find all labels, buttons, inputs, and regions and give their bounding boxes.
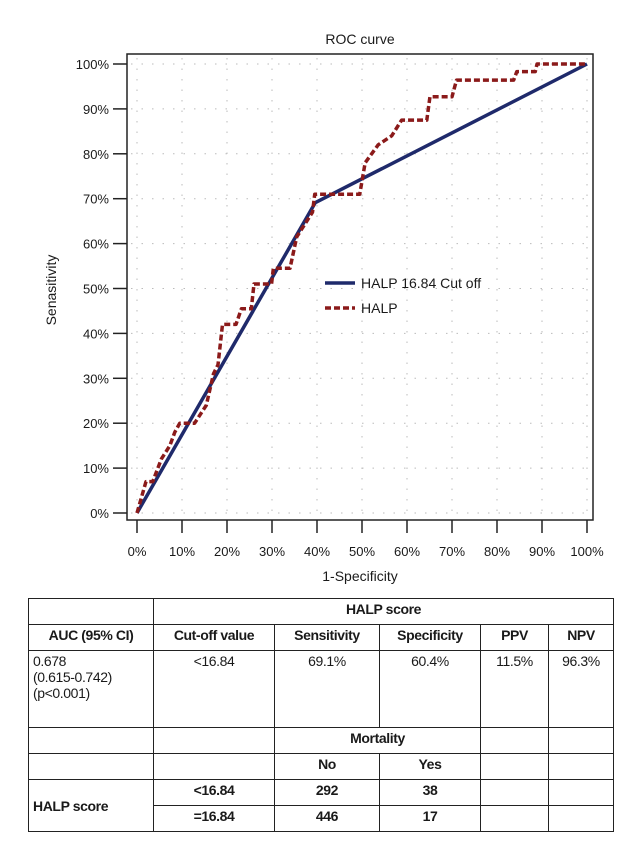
header-npv: NPV xyxy=(548,624,614,651)
x-tick-label: 90% xyxy=(529,544,555,559)
row-yes: 17 xyxy=(379,805,481,832)
x-tick-label: 40% xyxy=(304,544,330,559)
plot-frame xyxy=(126,53,594,521)
header-cutoff: Cut-off value xyxy=(153,624,275,651)
y-tick-label: 0% xyxy=(90,506,109,521)
x-tick-label: 70% xyxy=(439,544,465,559)
legend-label-cutoff: HALP 16.84 Cut off xyxy=(361,275,481,291)
y-tick-label: 30% xyxy=(83,371,109,386)
mortality-no-header: No xyxy=(274,753,380,780)
legend-label-halp: HALP xyxy=(361,300,398,316)
mortality-yes-header: Yes xyxy=(379,753,481,780)
row-yes: 38 xyxy=(379,779,481,806)
header-specificity: Specificity xyxy=(379,624,481,651)
npv-value: 96.3% xyxy=(548,650,614,728)
mortality-header: Mortality xyxy=(274,727,481,754)
x-tick-label: 0% xyxy=(128,544,147,559)
results-table: HALP score AUC (95% CI) Cut-off value Se… xyxy=(28,598,614,832)
x-tick-label: 20% xyxy=(214,544,240,559)
sensitivity-value: 69.1% xyxy=(274,650,380,728)
auc-ci: (0.615-0.742) xyxy=(33,669,112,685)
x-axis-label: 1-Specificity xyxy=(322,568,397,584)
y-tick-label: 40% xyxy=(83,326,109,341)
chart-title: ROC curve xyxy=(325,31,394,47)
y-tick-label: 10% xyxy=(83,461,109,476)
row-label: HALP score xyxy=(28,779,154,832)
y-tick-label: 50% xyxy=(83,282,109,297)
y-axis-label: Senasitivity xyxy=(43,255,59,326)
x-tick-label: 10% xyxy=(169,544,195,559)
row-cutoff: =16.84 xyxy=(153,805,275,832)
header-auc: AUC (95% CI) xyxy=(28,624,154,651)
y-tick-label: 100% xyxy=(76,57,110,72)
x-tick-label: 100% xyxy=(570,544,604,559)
x-tick-label: 50% xyxy=(349,544,375,559)
y-tick-label: 80% xyxy=(83,147,109,162)
series-line-halp xyxy=(135,62,587,514)
x-tick-label: 80% xyxy=(484,544,510,559)
ppv-value: 11.5% xyxy=(480,650,549,728)
row-no: 446 xyxy=(274,805,380,832)
row-cutoff: <16.84 xyxy=(153,779,275,806)
header-sensitivity: Sensitivity xyxy=(274,624,380,651)
x-tick-label: 60% xyxy=(394,544,420,559)
header-ppv: PPV xyxy=(480,624,549,651)
x-tick-label: 30% xyxy=(259,544,285,559)
auc-value: 0.678 xyxy=(33,653,67,669)
group-header: HALP score xyxy=(153,598,614,625)
auc-cell: 0.678 (0.615-0.742) (p<0.001) xyxy=(28,650,154,728)
row-no: 292 xyxy=(274,779,380,806)
cutoff-value: <16.84 xyxy=(153,650,275,728)
y-tick-label: 90% xyxy=(83,102,109,117)
y-tick-label: 70% xyxy=(83,192,109,207)
roc-chart: ROC curve 0% 10% 20% 30% 40% 50% 60% 70% 80% 90% 1… xyxy=(43,31,604,584)
y-tick-label: 20% xyxy=(83,416,109,431)
auc-p: (p<0.001) xyxy=(33,685,90,701)
legend: HALP 16.84 Cut off HALP xyxy=(325,275,481,316)
y-tick-label: 60% xyxy=(83,237,109,252)
specificity-value: 60.4% xyxy=(379,650,481,728)
